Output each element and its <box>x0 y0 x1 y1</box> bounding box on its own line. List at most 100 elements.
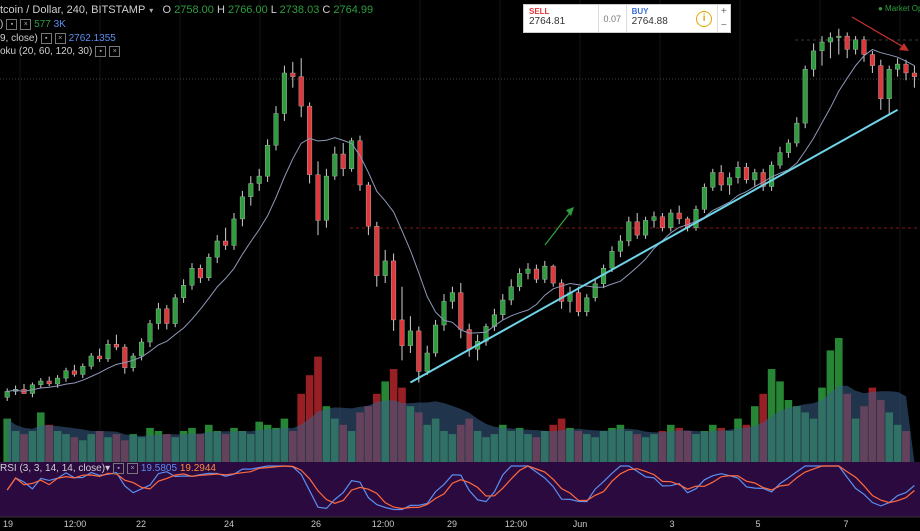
time-axis[interactable]: 19 12:00 22 24 26 12:00 29 12:00 Jun 3 5 7 <box>0 518 920 531</box>
plus-icon[interactable]: + <box>720 6 727 18</box>
candle <box>743 162 749 184</box>
close-icon[interactable]: × <box>127 463 139 474</box>
down-arrow <box>851 16 906 49</box>
candle-body <box>323 175 329 221</box>
sell-button[interactable]: SELL 2764.81 <box>524 5 599 32</box>
candle-body <box>584 297 590 312</box>
candle <box>760 168 766 191</box>
candle <box>332 146 338 180</box>
candle-body <box>542 265 548 280</box>
candle <box>433 319 439 357</box>
volume-indicator-legend[interactable]: ) ▪ × 577 3K <box>0 19 66 30</box>
candle <box>542 260 548 283</box>
collapse-arrow-icon[interactable]: ▾ <box>105 463 111 475</box>
ohlc-high: 2766.00 <box>227 4 268 16</box>
settings-icon[interactable]: ▪ <box>113 463 125 474</box>
candle <box>189 263 195 290</box>
candle-body <box>80 366 86 375</box>
minus-icon[interactable]: − <box>720 19 727 31</box>
candle-body <box>407 330 413 346</box>
settings-icon[interactable]: ▪ <box>40 33 52 44</box>
candle <box>853 36 859 55</box>
candle <box>752 168 758 188</box>
candle <box>861 36 867 62</box>
candle-body <box>172 297 178 324</box>
buy-price: 2764.88 <box>631 16 668 27</box>
trade-widget[interactable]: SELL 2764.81 0.07 BUY 2764.88 i + − <box>523 4 731 33</box>
rsi-legend[interactable]: RSI (3, 3, 14, 14, close)▾ ▪ × 19.5805 19.… <box>0 463 216 474</box>
candle <box>315 161 321 236</box>
candle-body <box>853 39 859 50</box>
candle-body <box>592 283 598 298</box>
ichimoku-label: oku (20, 60, 120, 30) <box>0 46 93 58</box>
candle-body <box>189 268 195 286</box>
rsi-k-value: 19.5805 <box>140 463 178 475</box>
candle <box>197 264 203 283</box>
candle-body <box>248 183 254 198</box>
ohlc-open: 2758.00 <box>174 4 214 16</box>
settings-icon[interactable]: ▪ <box>95 46 107 57</box>
candle-body <box>701 186 707 210</box>
candle-body <box>290 72 296 77</box>
settings-icon[interactable]: ▪ <box>6 19 18 30</box>
volume-moving-average-area <box>7 385 915 462</box>
candle-body <box>634 221 640 236</box>
candle-body <box>365 184 371 227</box>
symbol-header[interactable]: tcoin / Dollar, 240, BITSTAMP ▾ O 2758.00… <box>0 4 373 16</box>
candle <box>659 213 665 232</box>
ma-indicator-legend[interactable]: 9, close) ▪ × 2762.1355 <box>0 33 116 44</box>
close-icon[interactable]: × <box>109 46 121 57</box>
candle <box>550 264 556 287</box>
candle-body <box>122 346 128 368</box>
candlestick-series <box>4 28 917 401</box>
close-icon[interactable]: × <box>54 33 66 44</box>
candle-body <box>63 370 69 379</box>
candle <box>785 139 791 158</box>
candle-body <box>391 260 397 321</box>
candle-body <box>214 240 220 258</box>
candle <box>483 323 489 346</box>
candle <box>466 323 472 357</box>
candle <box>911 65 917 88</box>
candle <box>903 59 909 81</box>
candle <box>802 65 808 129</box>
close-icon[interactable]: × <box>20 19 32 30</box>
candle-body <box>676 212 682 220</box>
candle-body <box>315 174 321 221</box>
ohlc-low: 2738.03 <box>279 4 320 16</box>
candle-body <box>105 344 111 360</box>
candle <box>895 58 901 77</box>
rsi-d-value: 19.2944 <box>179 463 216 475</box>
candle <box>88 353 94 370</box>
candle <box>97 348 103 362</box>
candle-body <box>340 153 346 169</box>
candle <box>399 286 405 361</box>
candle <box>407 316 413 353</box>
candle-body <box>575 292 581 313</box>
buy-button[interactable]: BUY 2764.88 <box>625 5 692 32</box>
candle-body <box>827 37 833 43</box>
info-icon[interactable]: i <box>692 5 717 32</box>
candle <box>441 294 447 331</box>
moving-average-line <box>7 48 915 392</box>
annotations <box>544 16 909 246</box>
down-arrow-head <box>899 43 909 51</box>
collapse-arrow-icon[interactable]: ▾ <box>149 6 154 15</box>
candle <box>46 376 52 387</box>
candle <box>626 216 632 247</box>
candle <box>508 279 514 306</box>
trendline[interactable] <box>409 108 899 384</box>
candle <box>819 36 825 66</box>
candle-body <box>147 323 153 343</box>
volume-indicator-label: ) <box>0 19 4 31</box>
candle <box>735 161 741 184</box>
ohlc-h-label: H <box>216 4 225 16</box>
quantity-stepper[interactable]: + − <box>716 5 730 32</box>
candle <box>223 227 229 250</box>
candle <box>239 190 245 227</box>
candle <box>567 286 573 313</box>
market-status: ● Market Op <box>878 4 920 13</box>
ichimoku-indicator-legend[interactable]: oku (20, 60, 120, 30) ▪ × <box>0 46 121 58</box>
candle <box>181 279 187 303</box>
